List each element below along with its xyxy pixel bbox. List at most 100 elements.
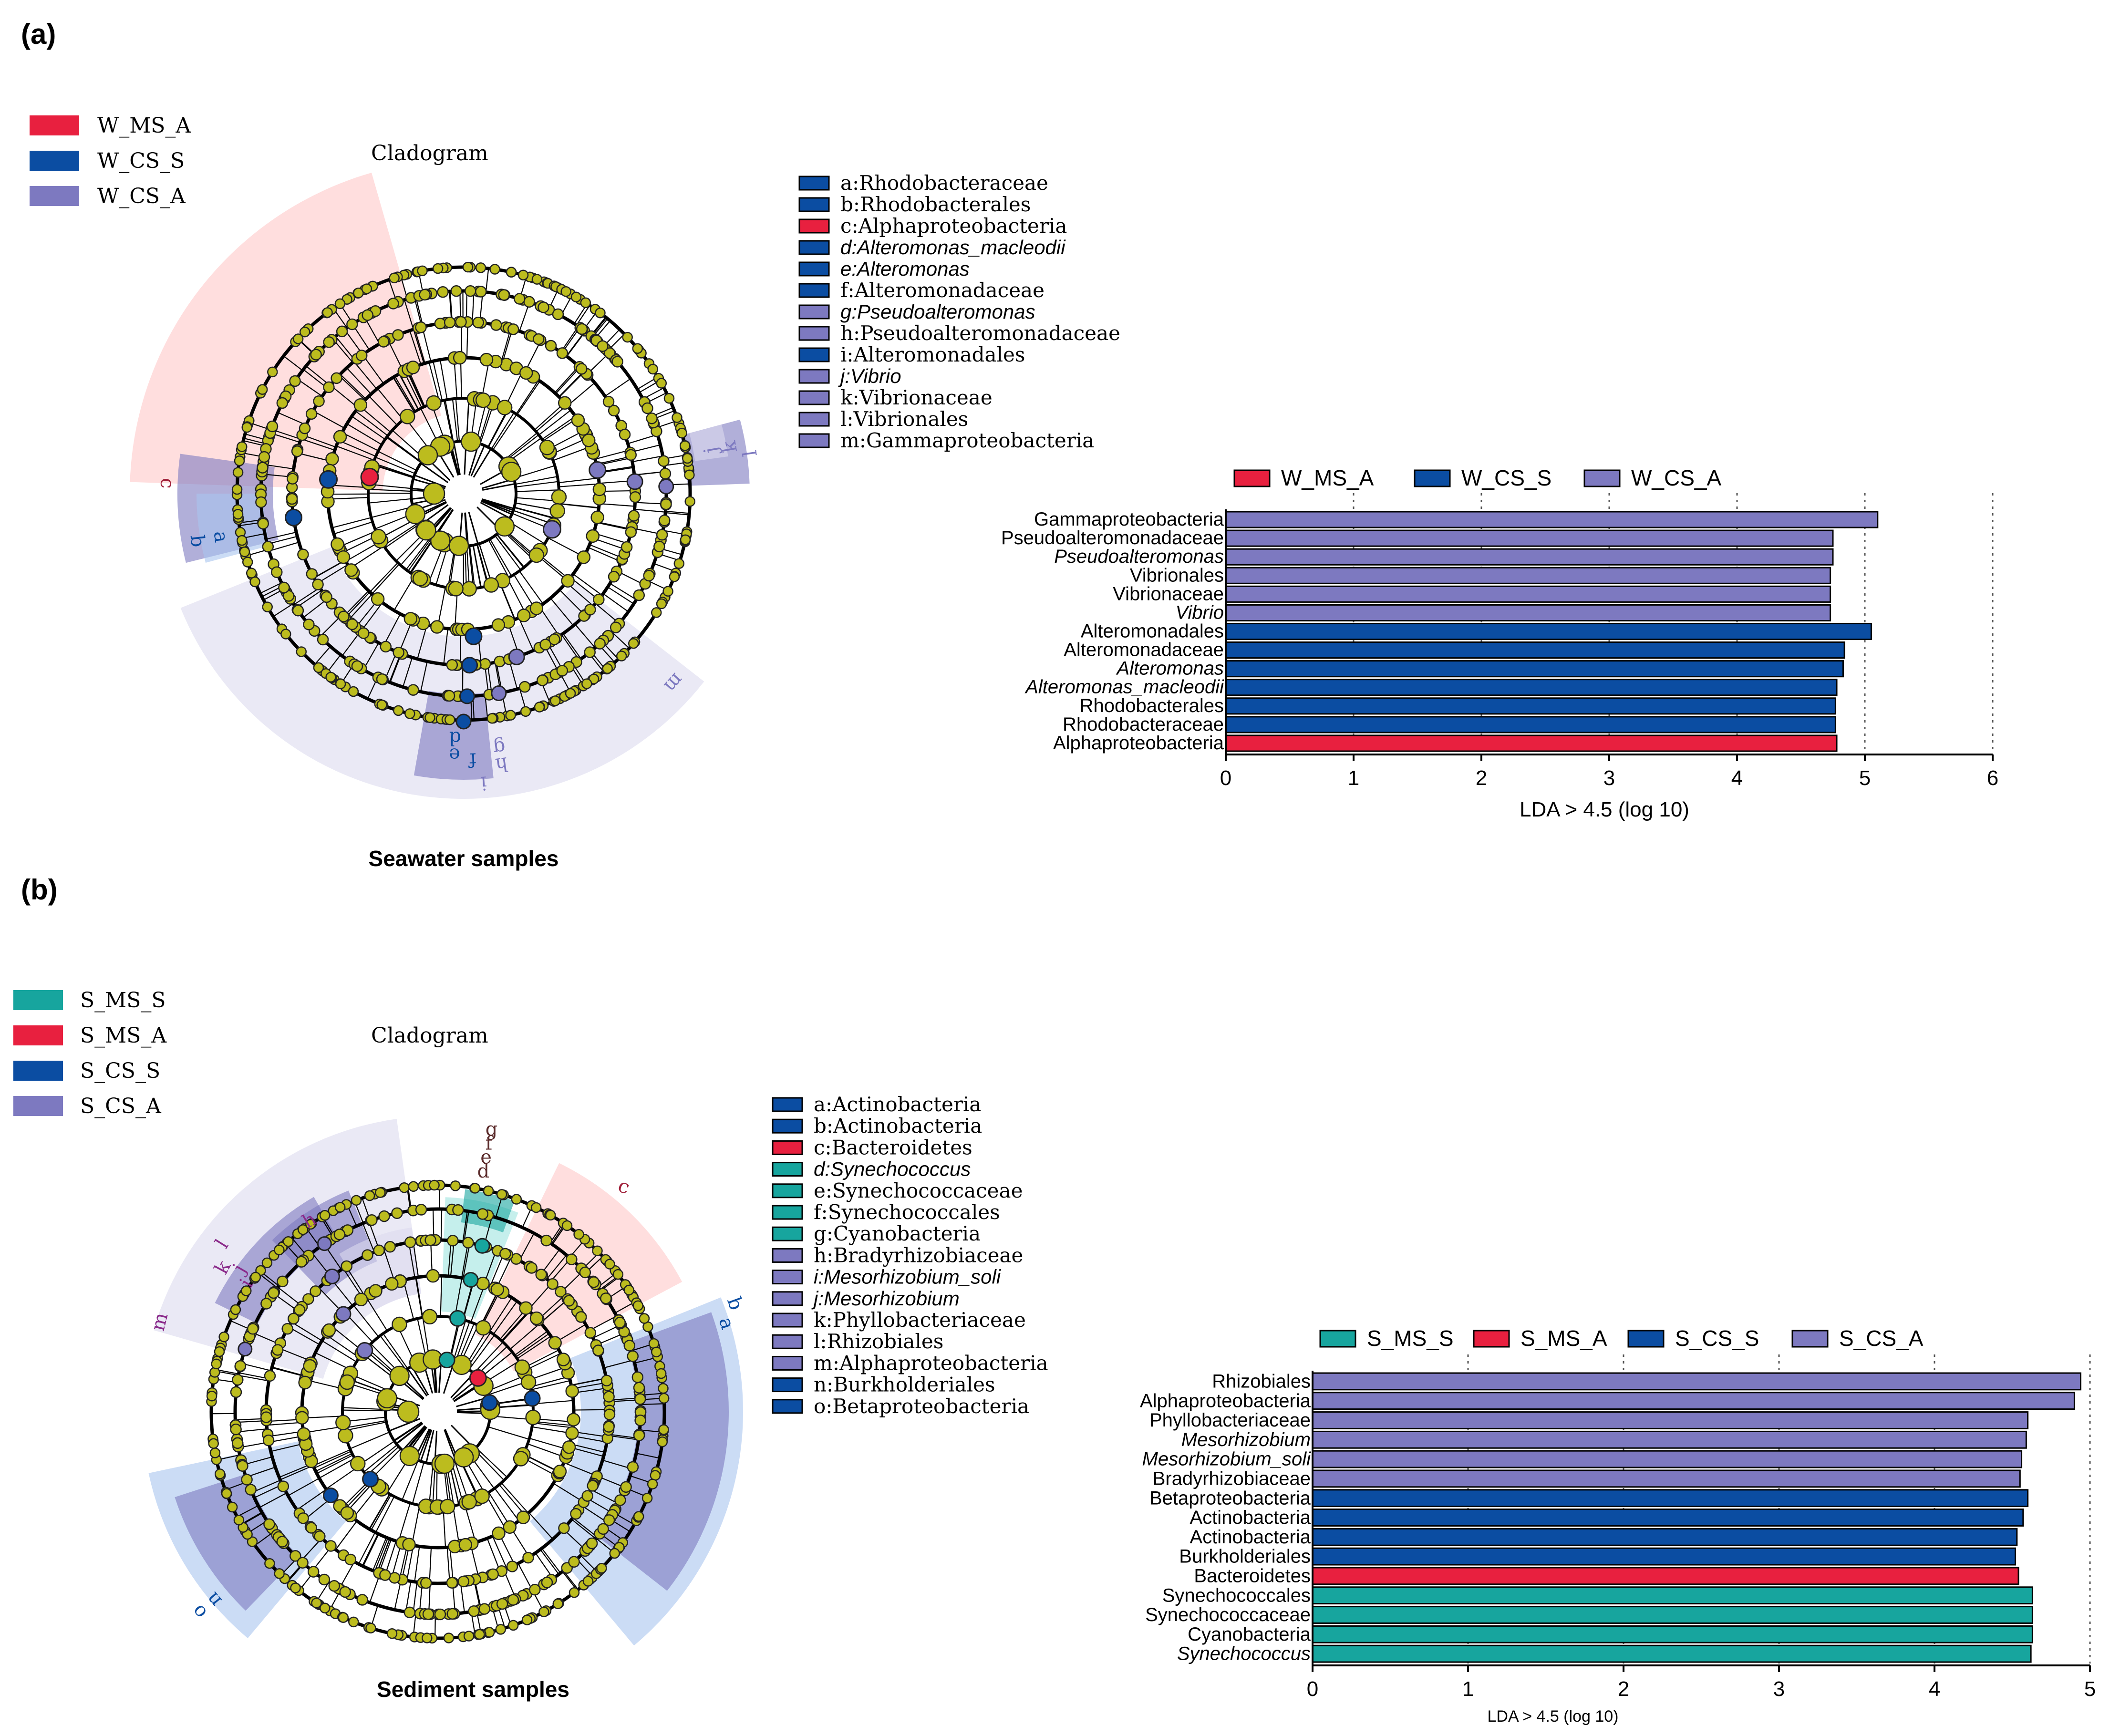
x-tick-label-b-3: 3 bbox=[1773, 1677, 1785, 1701]
bar-legend-label-w-cs-s: W_CS_S bbox=[1461, 465, 1551, 490]
taxa-label-b-7: h:Bradyrhizobiaceae bbox=[814, 1243, 1023, 1267]
clade-letter-a-3: d bbox=[448, 727, 461, 749]
bar-b-alphaproteobacteria-1 bbox=[1312, 1392, 2075, 1410]
taxa-label-b-13: n:Burkholderiales bbox=[814, 1373, 995, 1396]
bar-label-a-3: Vibrionales bbox=[1130, 565, 1224, 586]
legend-swatch-s-ms-s bbox=[13, 990, 63, 1010]
bar-label-a-7: Alteromonadaceae bbox=[1064, 640, 1224, 661]
panel-b-cladogram-title: Cladogram bbox=[371, 1023, 488, 1048]
taxa-swatch-b-6 bbox=[772, 1226, 803, 1241]
x-tick-label-a-3: 3 bbox=[1603, 766, 1615, 790]
bar-legend-b: S_MS_S S_MS_A S_CS_S S_CS_A bbox=[1319, 1326, 1924, 1351]
taxa-swatch-a-4 bbox=[798, 261, 830, 277]
bar-legend-swatch-w-cs-s bbox=[1414, 469, 1451, 487]
legend-label-s-ms-s: S_MS_S bbox=[80, 988, 165, 1013]
taxa-swatch-a-1 bbox=[798, 197, 830, 212]
bar-label-a-10: Rhodobacterales bbox=[1080, 695, 1224, 716]
x-tick-label-a-6: 6 bbox=[1987, 766, 1998, 790]
bar-a-pseudoalteromonas-2 bbox=[1225, 548, 1834, 566]
bar-a-vibrionaceae-4 bbox=[1225, 585, 1831, 603]
x-tick-label-b-4: 4 bbox=[1929, 1677, 1940, 1701]
clade-letter-a-8: i bbox=[480, 772, 487, 794]
clade-highlight-a-3 bbox=[180, 547, 704, 799]
taxa-swatch-b-4 bbox=[772, 1183, 803, 1199]
clade-letter-b-3: d bbox=[477, 1160, 490, 1182]
x-tick-label-b-0: 0 bbox=[1307, 1677, 1318, 1701]
legend-label-w-ms-a: W_MS_A bbox=[97, 114, 191, 138]
bar-b-mesorhizobium-3 bbox=[1312, 1430, 2027, 1449]
bar-b-synechococcales-11 bbox=[1312, 1586, 2033, 1605]
bar-label-b-0: Rhizobiales bbox=[1212, 1371, 1311, 1392]
bar-legend-swatch-w-cs-a bbox=[1583, 469, 1621, 487]
panel-b-group-legend: S_MS_S S_MS_A S_CS_S S_CS_A bbox=[13, 988, 167, 1118]
bar-label-b-14: Synechococcus bbox=[1177, 1643, 1311, 1664]
bar-label-b-13: Cyanobacteria bbox=[1188, 1624, 1311, 1645]
taxa-swatch-a-0 bbox=[798, 176, 830, 191]
bar-a-alphaproteobacteria-12 bbox=[1225, 734, 1838, 752]
bar-legend-label-s-ms-a: S_MS_A bbox=[1520, 1326, 1607, 1351]
x-tick-label-a-1: 1 bbox=[1348, 766, 1359, 790]
legend-label-s-cs-a: S_CS_A bbox=[80, 1094, 162, 1118]
clade-letter-a-2: c bbox=[156, 477, 178, 489]
clade-highlight-a-0 bbox=[130, 173, 442, 491]
clade-letter-a-1: b bbox=[186, 534, 209, 548]
taxa-label-b-4: e:Synechococcaceae bbox=[814, 1179, 1023, 1202]
panel-a-taxa-legend: a:Rhodobacteraceaeb:Rhodobacteralesc:Alp… bbox=[798, 171, 1120, 452]
bar-b-mesorhizobium-soli-4 bbox=[1312, 1450, 2023, 1468]
bar-label-b-7: Actinobacteria bbox=[1190, 1507, 1311, 1528]
panel-b-taxa-legend: a:Actinobacteriab:Actinobacteriac:Bacter… bbox=[772, 1093, 1048, 1418]
legend-label-s-ms-a: S_MS_A bbox=[80, 1023, 167, 1048]
biomarker-node-a-2 bbox=[285, 508, 303, 527]
bar-a-vibrionales-3 bbox=[1225, 567, 1831, 584]
taxa-label-b-14: o:Betaproteobacteria bbox=[814, 1395, 1029, 1418]
taxa-swatch-b-1 bbox=[772, 1118, 803, 1134]
taxa-swatch-a-11 bbox=[798, 412, 830, 427]
panel-a-label: (a) bbox=[21, 18, 56, 50]
bar-label-b-3: Mesorhizobium bbox=[1181, 1429, 1311, 1450]
root-node-b bbox=[397, 1400, 420, 1423]
taxa-label-a-8: i:Alteromonadales bbox=[840, 343, 1025, 366]
biomarker-node-a-3 bbox=[465, 627, 483, 645]
panel-a-lda-chart: W_MS_A W_CS_S W_CS_AGammaproteobacteriaPse… bbox=[1001, 465, 1998, 821]
panel-a: (a) W_MS_A W_CS_S W_CS_A Cladogram abcde… bbox=[21, 18, 1998, 871]
biomarker-node-b-5 bbox=[481, 1394, 498, 1411]
taxa-label-a-2: c:Alphaproteobacteria bbox=[840, 214, 1067, 238]
bar-label-a-2: Pseudoalteromonas bbox=[1054, 546, 1224, 567]
bar-legend-label-w-ms-a: W_MS_A bbox=[1281, 465, 1374, 490]
taxa-label-b-2: c:Bacteroidetes bbox=[814, 1136, 972, 1159]
taxa-swatch-b-0 bbox=[772, 1097, 803, 1112]
legend-label-w-cs-a: W_CS_A bbox=[97, 184, 186, 208]
clade-highlight-a-2 bbox=[197, 494, 270, 563]
biomarker-node-a-1 bbox=[319, 470, 338, 489]
x-tick-label-b-5: 5 bbox=[2084, 1677, 2096, 1701]
taxa-swatch-a-6 bbox=[798, 304, 830, 320]
bar-b-cyanobacteria-13 bbox=[1312, 1625, 2033, 1643]
legend-swatch-w-cs-a bbox=[30, 186, 79, 206]
biomarker-node-b-11 bbox=[362, 1470, 379, 1488]
biomarker-node-b-9 bbox=[324, 1268, 340, 1284]
bar-b-betaproteobacteria-6 bbox=[1312, 1489, 2029, 1508]
taxa-label-b-5: f:Synechococcales bbox=[814, 1200, 1000, 1224]
taxa-label-a-5: f:Alteromonadaceae bbox=[840, 279, 1045, 302]
legend-swatch-w-ms-a bbox=[30, 115, 79, 135]
bar-label-a-12: Alphaproteobacteria bbox=[1053, 733, 1224, 754]
taxa-label-a-9: j:Vibrio bbox=[838, 365, 901, 387]
biomarker-node-b-8 bbox=[335, 1306, 352, 1322]
taxa-swatch-b-2 bbox=[772, 1140, 803, 1155]
biomarker-node-b-13 bbox=[238, 1342, 253, 1357]
bar-label-a-5: Vibrio bbox=[1175, 602, 1224, 623]
taxa-label-b-0: a:Actinobacteria bbox=[814, 1093, 981, 1116]
bar-a-gammaproteobacteria-0 bbox=[1225, 511, 1879, 528]
taxa-swatch-b-11 bbox=[772, 1334, 803, 1349]
bar-label-b-6: Betaproteobacteria bbox=[1149, 1488, 1311, 1509]
legend-swatch-s-ms-a bbox=[13, 1025, 63, 1045]
x-tick-label-a-4: 4 bbox=[1731, 766, 1743, 790]
bar-label-a-11: Rhodobacteraceae bbox=[1063, 714, 1224, 735]
taxa-swatch-b-13 bbox=[772, 1377, 803, 1393]
biomarker-node-a-5 bbox=[459, 688, 475, 704]
taxa-swatch-b-3 bbox=[772, 1162, 803, 1177]
clade-highlight-b-10 bbox=[175, 1473, 299, 1611]
panel-a-cladogram-title: Cladogram bbox=[371, 141, 488, 165]
taxa-swatch-a-8 bbox=[798, 347, 830, 362]
